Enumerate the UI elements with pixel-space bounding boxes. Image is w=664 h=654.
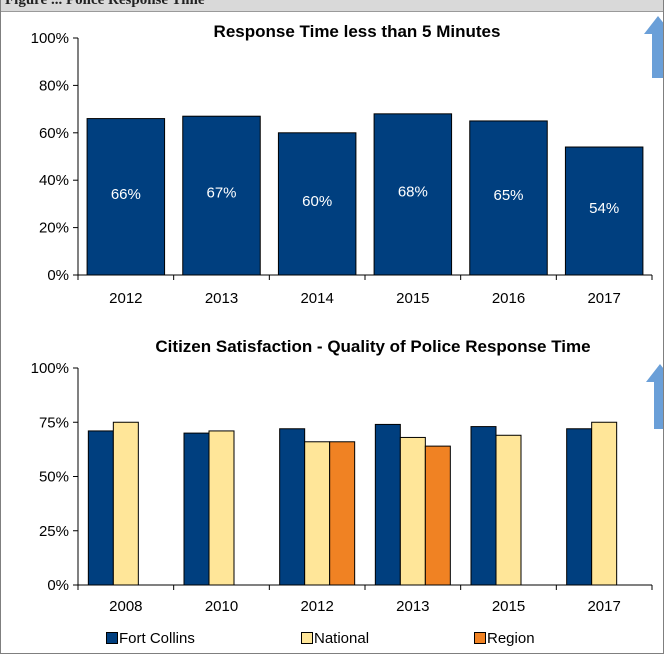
legend-item-region: Region [474, 630, 535, 647]
legend-label-national: National [314, 630, 370, 647]
chart2-y-tick-label: 75% [39, 414, 69, 431]
chart1-data-label: 67% [206, 185, 236, 202]
chart2-bar [87, 430, 114, 586]
chart1-bar [469, 120, 548, 276]
chart1-bar [277, 132, 357, 276]
chart1-bar [373, 113, 453, 276]
chart2-legend: Fort Collins National Region [106, 630, 626, 650]
chart1-x-tick-label: 2012 [109, 290, 142, 307]
chart2-bar [470, 426, 497, 586]
chart2-y-tick-label: 0% [47, 577, 69, 594]
legend-label-fort-collins: Fort Collins [119, 630, 195, 647]
chart2-y-tick-label: 25% [39, 523, 69, 540]
chart2-bar [329, 441, 356, 586]
chart2-bar [183, 432, 210, 586]
legend-swatch-fort-collins [106, 632, 118, 644]
chart2-bar [399, 436, 426, 586]
chart1-title: Response Time less than 5 Minutes [214, 22, 501, 41]
chart1-data-label: 66% [111, 186, 141, 203]
chart2-x-tick-label: 2012 [300, 598, 333, 615]
citizen-satisfaction-chart: Citizen Satisfaction - Quality of Police… [31, 337, 663, 615]
chart1-bar [86, 118, 166, 276]
chart2-up-arrow-icon [646, 364, 663, 429]
chart1-x-tick-label: 2015 [396, 290, 429, 307]
chart1-bar [564, 146, 644, 276]
legend-item-national: National [301, 630, 369, 647]
legend-swatch-region [474, 632, 486, 644]
chart1-x-tick-label: 2013 [205, 290, 238, 307]
up-arrow-shape [644, 16, 663, 78]
chart1-y-tick-label: 60% [39, 125, 69, 142]
chart2-bar [374, 423, 401, 586]
chart2-y-tick-label: 50% [39, 469, 69, 486]
chart2-x-tick-label: 2017 [587, 598, 620, 615]
chart1-y-tick-label: 0% [47, 267, 69, 284]
chart1-y-tick-label: 20% [39, 220, 69, 237]
chart1-data-label: 68% [398, 183, 428, 200]
legend-label-region: Region [487, 630, 535, 647]
chart1-up-arrow-icon [644, 16, 663, 78]
chart1-x-tick-label: 2016 [492, 290, 525, 307]
chart2-bar [304, 441, 331, 586]
chart2-x-tick-label: 2010 [205, 598, 238, 615]
header-strip-text: Figure ... Police Response Time [5, 0, 205, 8]
chart1-y-tick-label: 40% [39, 172, 69, 189]
chart2-bar [424, 445, 451, 586]
chart2-bar [495, 434, 522, 586]
chart2-y-tick-label: 100% [31, 360, 69, 377]
chart1-x-tick-label: 2017 [587, 290, 620, 307]
chart2-bar [279, 428, 306, 586]
chart1-data-label: 60% [302, 193, 332, 210]
legend-item-fort-collins: Fort Collins [106, 630, 195, 647]
header-strip: Figure ... Police Response Time [1, 0, 663, 12]
chart2-bar [591, 421, 618, 586]
chart2-x-tick-label: 2015 [492, 598, 525, 615]
chart1-x-tick-label: 2014 [300, 290, 333, 307]
chart1-data-label: 65% [493, 187, 523, 204]
response-time-chart: Response Time less than 5 Minutes 0% 20% 4… [31, 16, 663, 307]
chart2-x-tick-label: 2013 [396, 598, 429, 615]
chart2-bar [112, 421, 139, 586]
chart2-title: Citizen Satisfaction - Quality of Police… [155, 337, 590, 356]
chart2-bar [566, 428, 593, 586]
legend-swatch-national [301, 632, 313, 644]
chart1-y-tick-label: 80% [39, 77, 69, 94]
up-arrow-shape [646, 364, 663, 429]
chart1-data-label: 54% [589, 200, 619, 217]
chart1-bar [182, 115, 261, 276]
chart2-x-tick-label: 2008 [109, 598, 142, 615]
chart2-bar [208, 430, 235, 586]
chart1-y-tick-label: 100% [31, 30, 69, 47]
